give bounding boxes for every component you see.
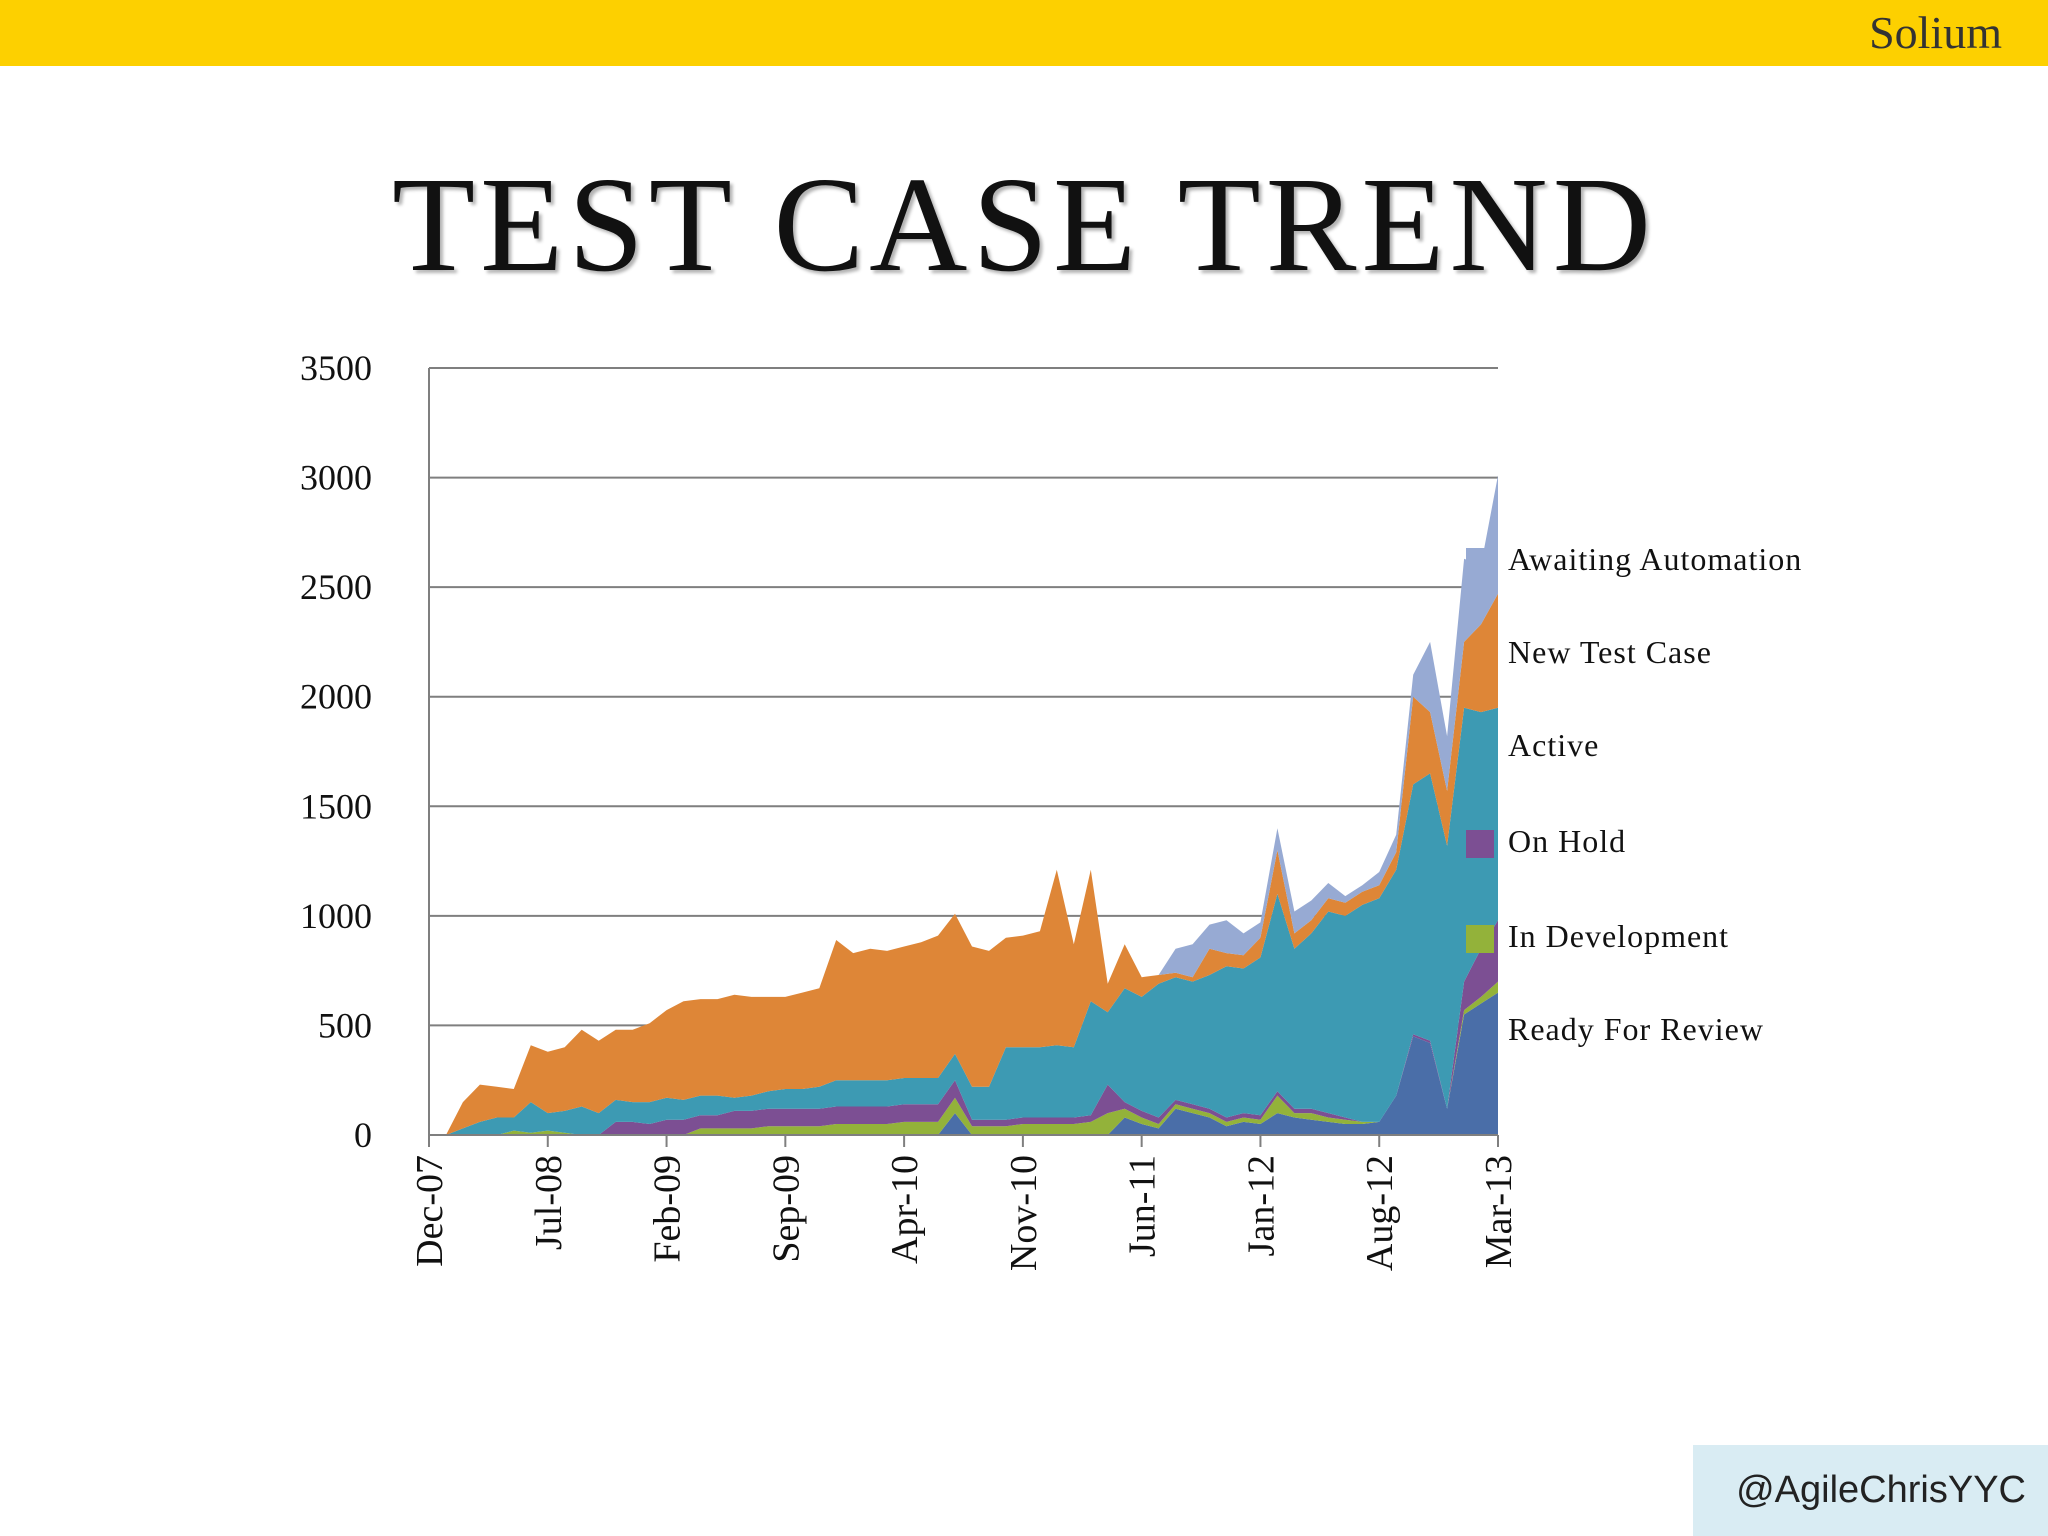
x-tick-label: Apr-10 <box>884 1155 926 1264</box>
x-tick-label: Aug-12 <box>1359 1155 1401 1271</box>
legend-swatch-new-test-case <box>1466 641 1494 669</box>
x-tick-label: Jun-11 <box>1122 1155 1164 1257</box>
y-tick-label: 2500 <box>300 567 372 607</box>
x-tick-label: Sep-09 <box>765 1155 807 1263</box>
y-tick-label: 1000 <box>300 896 372 936</box>
area-active <box>429 707 1498 1135</box>
legend-swatch-ready-for-review <box>1466 1018 1494 1046</box>
y-tick-label: 3500 <box>300 348 372 388</box>
x-tick-label: Mar-13 <box>1478 1155 1520 1268</box>
area-ready-for-review <box>429 992 1498 1135</box>
chart-title: TEST CASE TREND <box>392 150 1656 300</box>
area-new-test-case <box>429 593 1498 1135</box>
header-bar: Solium <box>0 0 2048 66</box>
x-tick-label: Nov-10 <box>1003 1155 1045 1271</box>
legend-swatch-on-hold <box>1466 830 1494 858</box>
y-tick-label: 3000 <box>300 458 372 498</box>
x-tick-label: Dec-07 <box>409 1155 451 1267</box>
x-tick-label: Jul-08 <box>528 1155 570 1250</box>
legend-label-active: Active <box>1508 727 1599 763</box>
legend-label-new-test-case: New Test Case <box>1508 634 1712 670</box>
x-tick-labels: Dec-07 Jul-08 Feb-09 Sep-09 Apr-10 Nov-10 Jun-… <box>409 1135 1520 1271</box>
y-tick-label: 0 <box>354 1115 372 1155</box>
legend-label-on-hold: On Hold <box>1508 823 1626 859</box>
legend-swatch-in-development <box>1466 925 1494 953</box>
y-tick-labels: 0 500 1000 1500 2000 2500 3000 3500 <box>300 348 372 1155</box>
x-tick-label: Jan-12 <box>1240 1155 1282 1256</box>
legend-swatch-awaiting-automation <box>1466 548 1494 576</box>
twitter-handle: @AgileChrisYYC <box>1736 1469 2026 1511</box>
stacked-areas <box>429 475 1498 1135</box>
legend-label-awaiting-automation: Awaiting Automation <box>1508 541 1802 577</box>
legend-label-in-development: In Development <box>1508 918 1729 954</box>
y-tick-label: 1500 <box>300 786 372 826</box>
y-tick-label: 2000 <box>300 677 372 717</box>
legend: Awaiting Automation New Test Case Active On… <box>1466 541 1802 1047</box>
brand-logo-text: Solium <box>1869 7 2002 58</box>
legend-swatch-active <box>1466 734 1494 762</box>
x-tick-label: Feb-09 <box>647 1155 689 1263</box>
y-tick-label: 500 <box>318 1005 372 1045</box>
footer-handle-box: @AgileChrisYYC <box>1693 1445 2048 1536</box>
axes <box>428 368 1498 1136</box>
legend-label-ready-for-review: Ready For Review <box>1508 1011 1764 1047</box>
